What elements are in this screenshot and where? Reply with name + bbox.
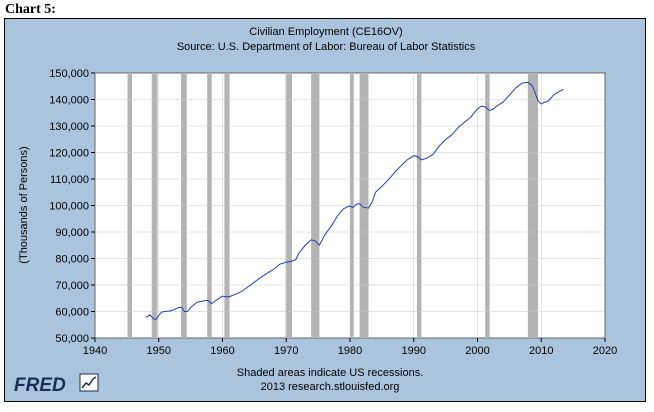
x-tick-label: 2020 bbox=[593, 345, 617, 357]
x-axis: 1940 1950 1960 1970 1980 1990 2000 2010 2020 bbox=[83, 338, 617, 357]
y-tick-label: 60,000 bbox=[55, 307, 89, 319]
grid-lines bbox=[94, 72, 606, 339]
x-tick-label: 2000 bbox=[465, 345, 489, 357]
chart-subtitle: Source: U.S. Department of Labor: Bureau… bbox=[177, 41, 476, 53]
x-tick-label: 1940 bbox=[83, 345, 107, 357]
y-tick-label: 140,000 bbox=[49, 95, 89, 107]
page-heading: Chart 5: bbox=[5, 2, 56, 17]
fred-logo: FRED bbox=[14, 373, 99, 396]
x-tick-label: 1980 bbox=[338, 345, 362, 357]
y-tick-label: 110,000 bbox=[50, 174, 89, 186]
x-tick-label: 1950 bbox=[147, 345, 171, 357]
source-note: 2013 research.stlouisfed.org bbox=[261, 381, 400, 393]
fred-logo-mark bbox=[79, 373, 99, 392]
recession-note: Shaded areas indicate US recessions. bbox=[237, 367, 424, 379]
y-axis: 50,000 60,000 70,000 80,000 90,000 100,000 110… bbox=[49, 68, 95, 345]
y-axis-label: (Thousands of Persons) bbox=[18, 146, 30, 263]
x-tick-label: 2010 bbox=[529, 345, 553, 357]
series-lines bbox=[145, 81, 564, 320]
x-tick-label: 1970 bbox=[274, 345, 298, 357]
y-tick-label: 90,000 bbox=[55, 227, 89, 239]
y-tick-label: 100,000 bbox=[49, 201, 89, 213]
y-tick-label: 120,000 bbox=[49, 148, 89, 160]
y-tick-label: 70,000 bbox=[55, 280, 89, 292]
x-tick-label: 1960 bbox=[210, 345, 234, 357]
y-tick-label: 80,000 bbox=[55, 254, 89, 266]
fred-logo-text: FRED bbox=[14, 375, 66, 396]
y-tick-label: 50,000 bbox=[55, 333, 89, 345]
employment-line bbox=[145, 81, 564, 320]
y-tick-label: 130,000 bbox=[49, 121, 89, 133]
x-tick-label: 1990 bbox=[402, 345, 426, 357]
y-tick-label: 150,000 bbox=[49, 68, 89, 80]
chart-title: Civilian Employment (CE16OV) bbox=[249, 26, 402, 38]
